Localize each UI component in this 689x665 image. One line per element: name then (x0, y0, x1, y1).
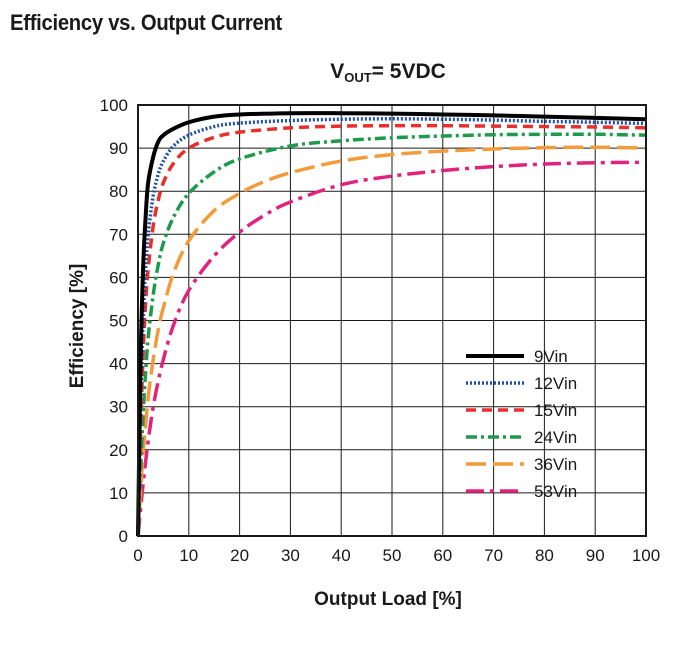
legend-label-24vin: 24Vin (534, 428, 577, 447)
y-tick-label: 30 (109, 398, 128, 417)
x-tick-label: 60 (433, 546, 452, 565)
x-tick-label: 30 (281, 546, 300, 565)
y-tick-label: 60 (109, 268, 128, 287)
chart-title-rest: = 5VDC (372, 60, 446, 83)
legend: 9Vin 12Vin 15Vin 24Vin 36Vin 53Vin (466, 347, 577, 501)
y-tick-label: 100 (100, 96, 128, 115)
series-line-24vin (136, 132, 647, 537)
legend-label-53vin: 53Vin (534, 482, 577, 501)
x-axis-title: Output Load [%] (314, 589, 462, 610)
y-tick-label: 40 (109, 355, 128, 374)
x-tick-label: 50 (383, 546, 402, 565)
y-tick-label: 0 (119, 527, 128, 546)
chart-title-subscript: OUT (344, 70, 372, 85)
legend-label-9vin: 9Vin (534, 347, 568, 366)
page-title: Efficiency vs. Output Current (10, 10, 283, 35)
x-tick-label: 10 (179, 546, 198, 565)
plot-frame (137, 104, 647, 537)
x-tick-label: 90 (586, 546, 605, 565)
y-tick-label: 80 (109, 182, 128, 201)
series-lines (136, 111, 647, 537)
chart-title: VOUT= 5VDC (330, 60, 446, 85)
y-tick-label: 20 (109, 441, 128, 460)
legend-label-12vin: 12Vin (534, 374, 577, 393)
series-line-53vin (136, 160, 647, 537)
x-tick-label: 70 (484, 546, 503, 565)
x-tick-label: 100 (632, 546, 660, 565)
series-line-15vin (136, 123, 647, 537)
y-axis-title: Efficiency [%] (67, 264, 88, 389)
x-tick-label: 0 (133, 546, 142, 565)
y-tick-label: 90 (109, 139, 128, 158)
legend-label-15vin: 15Vin (534, 401, 577, 420)
y-tick-label: 70 (109, 225, 128, 244)
tick-labels: 0 10 20 30 40 50 60 70 80 90 100 0 10 20 30 40 50 60 70 80 9… (100, 96, 661, 565)
legend-label-36vin: 36Vin (534, 455, 577, 474)
chart-title-main: V (330, 60, 344, 83)
series-line-36vin (136, 145, 647, 537)
series-line-12vin (136, 117, 647, 537)
x-tick-label: 40 (332, 546, 351, 565)
series-line-9vin (136, 111, 647, 537)
x-tick-label: 80 (535, 546, 554, 565)
y-tick-label: 50 (109, 312, 128, 331)
x-tick-label: 20 (230, 546, 249, 565)
y-tick-label: 10 (109, 484, 128, 503)
